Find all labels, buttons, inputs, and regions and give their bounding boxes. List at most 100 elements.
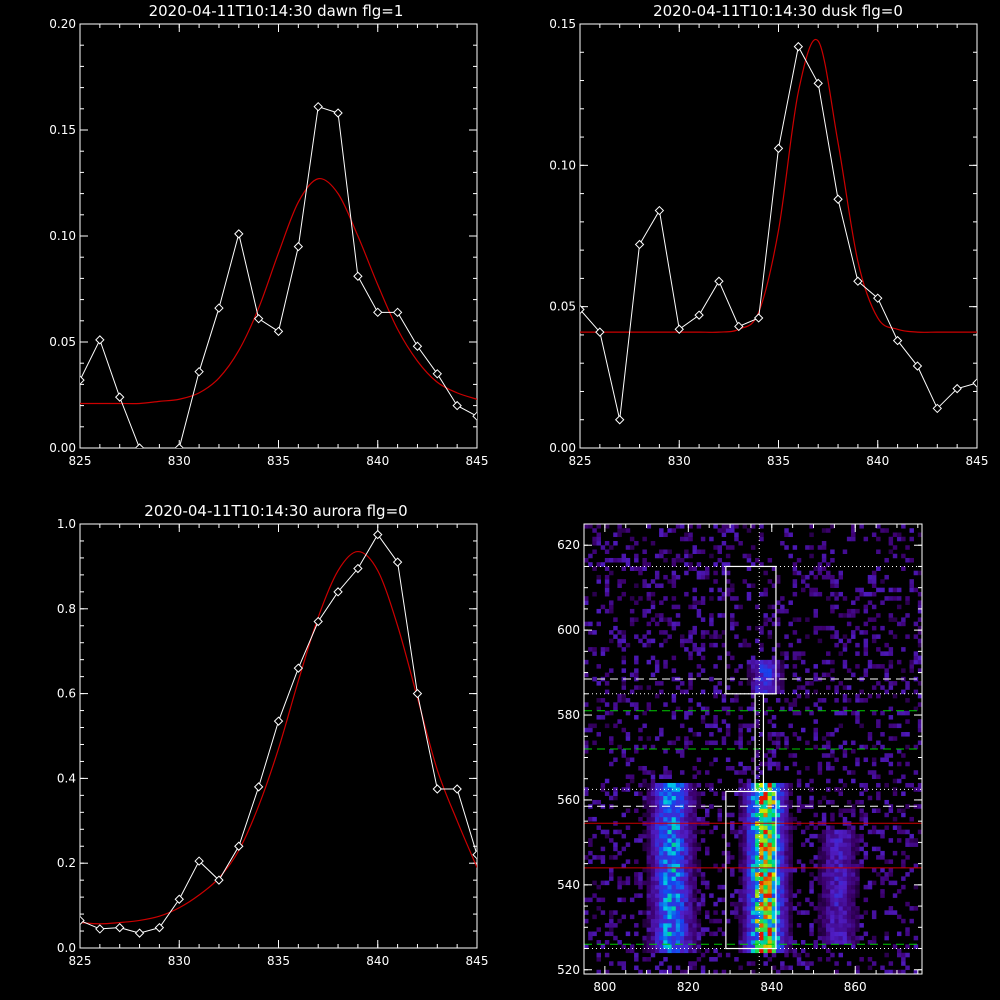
- heatmap-cell: [759, 940, 764, 945]
- heatmap-cell: [725, 562, 731, 567]
- heatmap-cell: [780, 596, 785, 601]
- heatmap-cell: [788, 702, 793, 707]
- heatmap-cell: [742, 842, 748, 847]
- heatmap-cell: [767, 816, 773, 822]
- heatmap-cell: [671, 791, 677, 796]
- heatmap-cell: [625, 948, 631, 954]
- heatmap-cell: [609, 749, 614, 754]
- heatmap-cell: [638, 876, 643, 881]
- heatmap-cell: [688, 859, 693, 864]
- heatmap-cell: [846, 608, 852, 614]
- heatmap-cell: [700, 931, 706, 937]
- heatmap-cell: [763, 914, 768, 920]
- heatmap-cell: [659, 876, 664, 881]
- heatmap-cell: [771, 884, 777, 890]
- heatmap-cell: [763, 829, 768, 835]
- heatmap-cell: [750, 901, 756, 907]
- heatmap-cell: [863, 630, 869, 635]
- heatmap-cell: [654, 812, 660, 818]
- heatmap-cell: [775, 642, 781, 648]
- heatmap-cell: [592, 536, 597, 542]
- heatmap-cell: [871, 910, 877, 915]
- heatmap-cell: [746, 846, 752, 852]
- heatmap-cell: [646, 876, 652, 881]
- heatmap-cell: [596, 969, 601, 975]
- heatmap-cell: [679, 689, 685, 695]
- heatmap-cell: [613, 557, 618, 563]
- heatmap-cell: [742, 850, 748, 856]
- heatmap-cell: [846, 536, 852, 542]
- heatmap-cell: [638, 765, 643, 771]
- heatmap-cell: [775, 940, 781, 945]
- heatmap-cell: [775, 859, 781, 864]
- heatmap-cell: [775, 829, 781, 835]
- heatmap-cell: [650, 744, 656, 750]
- heatmap-cell: [659, 859, 664, 864]
- heatmap-cell: [667, 910, 672, 915]
- heatmap-cell: [838, 931, 844, 937]
- heatmap-cell: [671, 901, 677, 907]
- heatmap-cell: [851, 901, 856, 907]
- heatmap-cell: [700, 872, 706, 877]
- y-tick-label: 0.10: [549, 158, 576, 172]
- heatmap-cell: [834, 961, 839, 966]
- heatmap-cell: [684, 782, 689, 788]
- heatmap-cell: [759, 927, 764, 932]
- heatmap-cell: [684, 859, 689, 864]
- heatmap-cell: [738, 889, 743, 894]
- heatmap-cell: [896, 889, 902, 894]
- heatmap-cell: [913, 842, 919, 847]
- heatmap-cell: [625, 710, 631, 716]
- data-point-marker: [194, 366, 204, 377]
- heatmap-cell: [638, 969, 643, 975]
- heatmap-cell: [796, 859, 802, 864]
- heatmap-cell: [880, 579, 885, 584]
- heatmap-cell: [755, 795, 760, 801]
- heatmap-cell: [763, 621, 768, 627]
- heatmap-cell: [684, 808, 689, 813]
- heatmap-cell: [775, 744, 781, 750]
- heatmap-cell: [609, 795, 614, 801]
- heatmap-cell: [650, 918, 656, 924]
- heatmap-cell: [905, 804, 910, 809]
- heatmap-cell: [634, 553, 639, 559]
- heatmap-cell: [679, 642, 685, 648]
- heatmap-cell: [846, 897, 852, 903]
- heatmap-cell: [780, 782, 785, 788]
- heatmap-cell: [663, 549, 668, 555]
- heatmap-cell: [621, 528, 627, 533]
- heatmap-cell: [792, 651, 798, 656]
- heatmap-cell: [834, 906, 839, 911]
- heatmap-cell: [888, 651, 894, 656]
- heatmap-cell: [805, 838, 810, 843]
- heatmap-cell: [784, 965, 789, 971]
- heatmap-cell: [738, 850, 743, 856]
- heatmap-cell: [671, 948, 677, 954]
- heatmap-cell: [705, 710, 710, 716]
- heatmap-cell: [650, 914, 656, 920]
- heatmap-cell: [742, 940, 748, 945]
- heatmap-cell: [684, 812, 689, 818]
- heatmap-cell: [846, 859, 852, 864]
- heatmap-cell: [600, 782, 606, 788]
- heatmap-cell: [813, 876, 818, 881]
- heatmap-cell: [750, 816, 756, 822]
- heatmap-cell: [659, 910, 664, 915]
- heatmap-cell: [667, 884, 672, 890]
- heatmap-cell: [767, 604, 773, 610]
- heatmap-cell: [817, 927, 823, 932]
- heatmap-cell: [763, 906, 768, 911]
- heatmap-cell: [809, 553, 814, 559]
- heatmap-cell: [692, 838, 697, 843]
- heatmap-cell: [746, 961, 752, 966]
- heatmap-cell: [767, 787, 773, 792]
- heatmap-cell: [830, 842, 835, 847]
- heatmap-cell: [659, 884, 664, 890]
- heatmap-cell: [650, 897, 656, 903]
- heatmap-cell: [650, 795, 656, 801]
- heatmap-cell: [746, 681, 752, 686]
- heatmap-cell: [625, 859, 631, 864]
- heatmap-cell: [817, 698, 823, 703]
- heatmap-cell: [742, 906, 748, 911]
- heatmap-cell: [750, 927, 756, 932]
